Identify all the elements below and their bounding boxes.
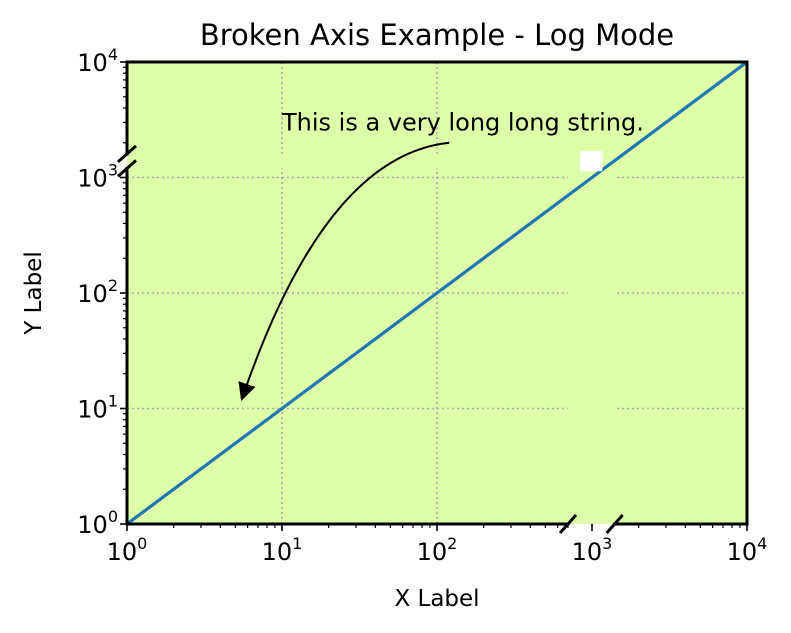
y-axis-label: Y Label bbox=[21, 251, 47, 335]
y-tick-label: 103 bbox=[77, 161, 118, 193]
x-tick-label: 103 bbox=[572, 534, 613, 566]
axis-ticks bbox=[120, 61, 748, 531]
y-tick-label: 102 bbox=[77, 276, 118, 308]
annotation-text: This is a very long long string. bbox=[281, 108, 644, 136]
y-tick-label: 101 bbox=[77, 392, 118, 424]
axis-break-marks bbox=[117, 144, 624, 534]
axis-tick-labels: 100 101 102 103 104 100 101 102 103 104 bbox=[77, 45, 767, 566]
y-break-gap bbox=[128, 153, 746, 169]
x-break-mark bbox=[558, 514, 578, 534]
annotation-group: This is a very long long string. bbox=[238, 108, 644, 402]
series-line bbox=[127, 62, 747, 524]
y-tick-label: 104 bbox=[77, 45, 118, 77]
annotation-arrow bbox=[238, 141, 450, 402]
x-tick-label: 101 bbox=[262, 534, 303, 566]
line-break-gap bbox=[580, 151, 603, 172]
x-break-mark bbox=[605, 514, 624, 534]
x-tick-label: 104 bbox=[727, 534, 768, 566]
x-break-gap bbox=[567, 63, 615, 523]
y-break-mark bbox=[117, 159, 137, 178]
y-break-mark bbox=[117, 144, 137, 164]
y-tick-label: 100 bbox=[77, 507, 118, 539]
chart-title: Broken Axis Example - Log Mode bbox=[200, 18, 674, 52]
x-tick-label: 100 bbox=[107, 534, 148, 566]
x-axis-label: X Label bbox=[394, 586, 479, 612]
series-layer bbox=[127, 62, 747, 524]
x-tick-label: 102 bbox=[417, 534, 458, 566]
